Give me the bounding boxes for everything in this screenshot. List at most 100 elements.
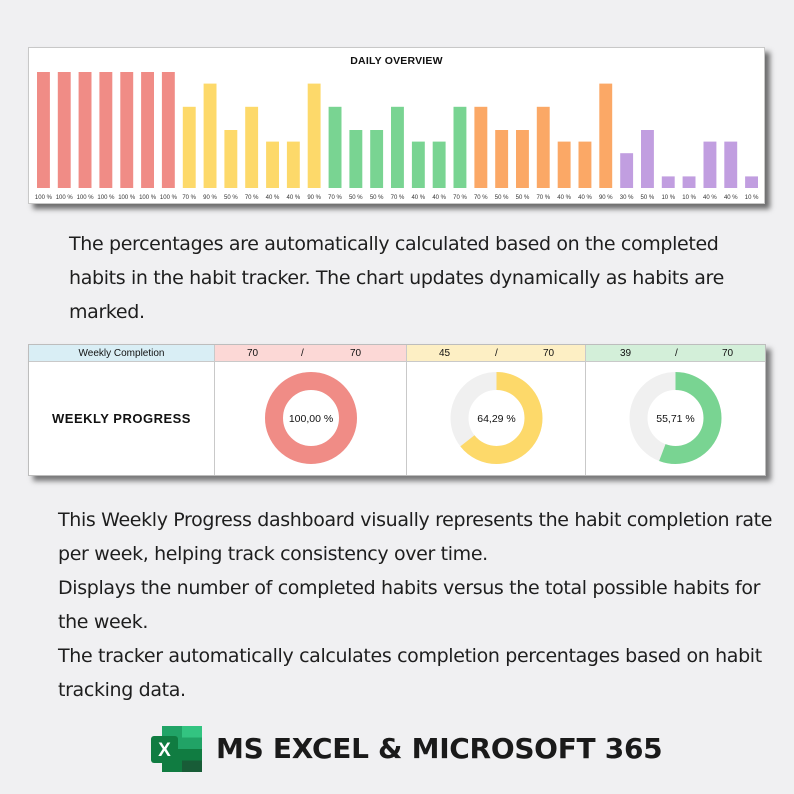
donut-percent-label: 64,29 %: [477, 413, 516, 425]
chart-title: DAILY OVERVIEW: [350, 55, 443, 67]
daily-bar: [578, 141, 592, 188]
daily-bar-label: 50 %: [370, 195, 384, 201]
daily-bar: [245, 106, 259, 188]
week-2-slash: /: [495, 348, 498, 359]
daily-bar: [745, 176, 758, 188]
daily-bar: [641, 130, 654, 188]
daily-bar: [203, 83, 217, 188]
daily-bar-label: 10 %: [682, 195, 696, 201]
daily-bar: [328, 106, 342, 188]
week-1-total: 70: [350, 348, 362, 359]
daily-bar: [599, 83, 613, 188]
week-1-header: 70 / 70: [215, 345, 406, 362]
daily-bar-label: 50 %: [495, 195, 509, 201]
daily-overview-chart: 100 % 100 % 100 % 100 % 100 % 100 % 100 % 70 % 9…: [28, 47, 765, 204]
daily-bar: [224, 130, 238, 188]
weekly-progress-title: WEEKLY PROGRESS: [52, 411, 191, 426]
daily-bar-label: 40 %: [703, 195, 717, 201]
daily-bar-label: 40 %: [557, 195, 571, 201]
daily-bar-label: 70 %: [453, 195, 467, 201]
daily-bar: [703, 141, 717, 188]
daily-bar-label: 90 %: [203, 195, 217, 201]
daily-bar-label: 70 %: [536, 195, 550, 201]
daily-bar: [161, 72, 175, 188]
daily-bar-label: 90 %: [599, 195, 613, 201]
daily-bar: [411, 141, 425, 188]
daily-bar-label: 100 %: [56, 195, 74, 201]
daily-bar-label: 30 %: [620, 195, 634, 201]
week-2-total: 70: [543, 348, 555, 359]
daily-bar: [182, 106, 196, 188]
excel-icon: X: [151, 726, 202, 772]
daily-bar-label: 100 %: [35, 195, 53, 201]
week-3-card: 39 / 70 55,71 %: [586, 345, 765, 475]
weekly-completion-header: Weekly Completion: [29, 345, 214, 362]
week-2-donut: 64,29 %: [450, 372, 543, 464]
daily-bar: [432, 141, 446, 188]
week-1-slash: /: [301, 348, 304, 359]
daily-bar-label: 50 %: [224, 195, 238, 201]
daily-bar-label: 40 %: [411, 195, 425, 201]
week-1-completed: 70: [247, 348, 259, 359]
daily-bar-label: 50 %: [516, 195, 530, 201]
daily-bar: [495, 130, 509, 188]
daily-bar: [516, 130, 529, 188]
daily-bar: [682, 176, 696, 188]
week-3-donut: 55,71 %: [629, 372, 722, 464]
description-line-1: This Weekly Progress dashboard visually …: [58, 509, 773, 565]
daily-bar: [286, 141, 300, 188]
daily-bar: [141, 72, 154, 188]
daily-bar: [78, 72, 92, 188]
daily-bar-label: 50 %: [641, 195, 655, 201]
daily-bar-label: 70 %: [328, 195, 342, 201]
daily-bar: [99, 72, 113, 188]
daily-bar-label: 100 %: [118, 195, 136, 201]
donut-progress-arc: [629, 372, 722, 464]
donut-percent-label: 100,00 %: [289, 413, 333, 425]
daily-bar: [37, 72, 50, 188]
daily-bar: [620, 153, 634, 188]
daily-bar: [391, 106, 404, 188]
daily-bar: [307, 83, 321, 188]
daily-bar-label: 10 %: [661, 195, 675, 201]
donut-progress-arc: [265, 372, 357, 464]
daily-bar-label: 100 %: [77, 195, 95, 201]
daily-bar: [349, 130, 363, 188]
daily-bar-label: 70 %: [182, 195, 196, 201]
week-1-donut: 100,00 %: [265, 372, 357, 464]
daily-bar-label: 10 %: [745, 195, 759, 201]
daily-bar-label: 70 %: [245, 195, 259, 201]
daily-bar: [370, 130, 384, 188]
dashboard-description: This Weekly Progress dashboard visually …: [58, 503, 778, 707]
chart-description: The percentages are automatically calcul…: [69, 233, 724, 323]
week-2-completed: 45: [439, 348, 451, 359]
daily-bar: [661, 176, 675, 188]
daily-bar-label: 40 %: [578, 195, 592, 201]
daily-bar: [266, 141, 279, 188]
daily-bar-label: 40 %: [724, 195, 738, 201]
daily-bar: [453, 106, 467, 188]
donut-progress-arc: [450, 372, 543, 464]
daily-bar: [474, 106, 488, 188]
daily-bar: [120, 72, 134, 188]
daily-bar: [724, 141, 738, 188]
daily-bar-label: 100 %: [160, 195, 178, 201]
week-3-slash: /: [675, 348, 678, 359]
daily-bar-label: 70 %: [474, 195, 488, 201]
weekly-progress-panel: Weekly Completion WEEKLY PROGRESS 70 / 7…: [28, 344, 766, 476]
daily-overview-plot: 100 % 100 % 100 % 100 % 100 % 100 % 100 % 70 % 9…: [35, 72, 759, 201]
week-3-completed: 39: [620, 348, 632, 359]
weekly-label-column: Weekly Completion WEEKLY PROGRESS: [29, 345, 215, 475]
daily-bar-label: 70 %: [391, 195, 405, 201]
daily-bar: [57, 72, 71, 188]
daily-bar-label: 40 %: [432, 195, 446, 201]
week-3-total: 70: [722, 348, 734, 359]
week-2-header: 45 / 70: [407, 345, 585, 362]
daily-bar-label: 40 %: [287, 195, 301, 201]
week-1-card: 70 / 70 100,00 %: [215, 345, 407, 475]
daily-bar-label: 100 %: [97, 195, 115, 201]
daily-bar-label: 50 %: [349, 195, 363, 201]
description-line-2: Displays the number of completed habits …: [58, 577, 761, 633]
footer-text: MS EXCEL & MICROSOFT 365: [216, 732, 663, 765]
daily-bar-label: 90 %: [307, 195, 321, 201]
